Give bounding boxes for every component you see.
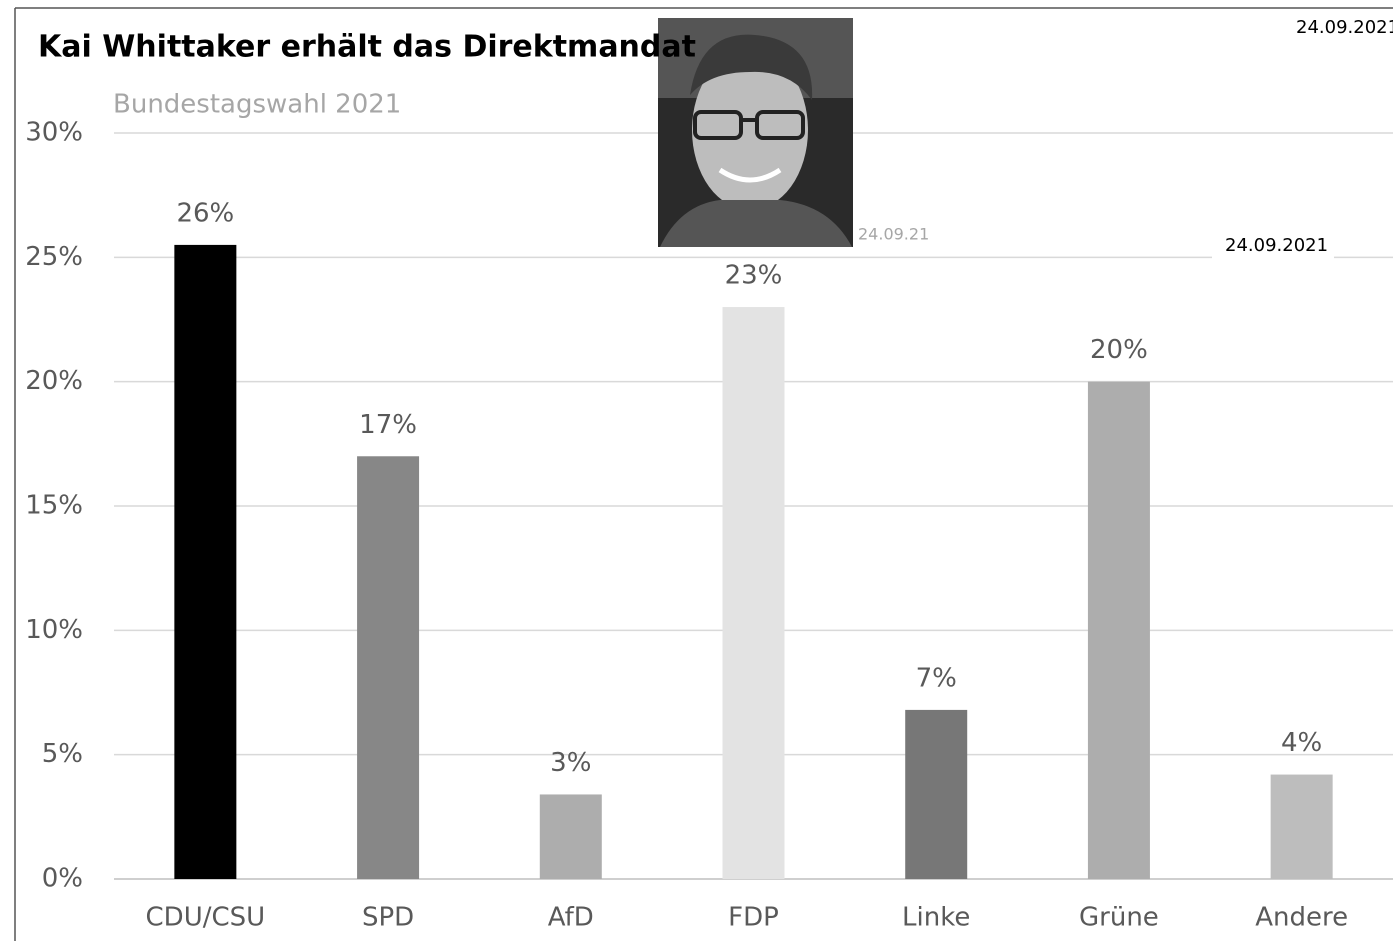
value-label: 3% (550, 748, 591, 778)
y-tick-label: 30% (25, 118, 83, 148)
bar (1270, 774, 1333, 879)
annotation: 24.09.2021 (1296, 17, 1393, 38)
bar (174, 244, 237, 879)
y-tick-label: 20% (25, 366, 83, 396)
value-label: 4% (1281, 728, 1322, 758)
bar (905, 709, 968, 879)
y-tick-label: 15% (25, 491, 83, 521)
x-tick-label: Grüne (1079, 903, 1159, 933)
bar (539, 794, 602, 879)
x-tick-label: AfD (548, 903, 594, 933)
y-tick-label: 25% (25, 242, 83, 272)
x-tick-label: Andere (1255, 903, 1348, 933)
value-label: 20% (1090, 335, 1148, 365)
y-tick-label: 10% (25, 615, 83, 645)
x-tick-label: SPD (362, 903, 414, 933)
value-label: 26% (176, 198, 234, 228)
bar (357, 456, 420, 879)
chart-subtitle: Bundestagswahl 2021 (113, 90, 401, 120)
x-tick-label: Linke (902, 903, 970, 933)
bar (722, 307, 785, 880)
value-label: 7% (916, 663, 957, 693)
annotation: 24.09.2021 (1225, 235, 1328, 256)
value-label: 17% (359, 410, 417, 440)
annotation-bg (1212, 230, 1334, 262)
annotation: 24.09.21 (858, 225, 929, 244)
photo (658, 18, 853, 247)
bar (1087, 381, 1150, 879)
x-tick-label: CDU/CSU (146, 903, 266, 933)
chart-title: Kai Whittaker erhält das Direktmandat (38, 30, 696, 65)
y-tick-label: 5% (42, 739, 83, 769)
value-label: 23% (725, 261, 783, 291)
x-tick-label: FDP (728, 903, 779, 933)
y-tick-label: 0% (42, 864, 83, 894)
